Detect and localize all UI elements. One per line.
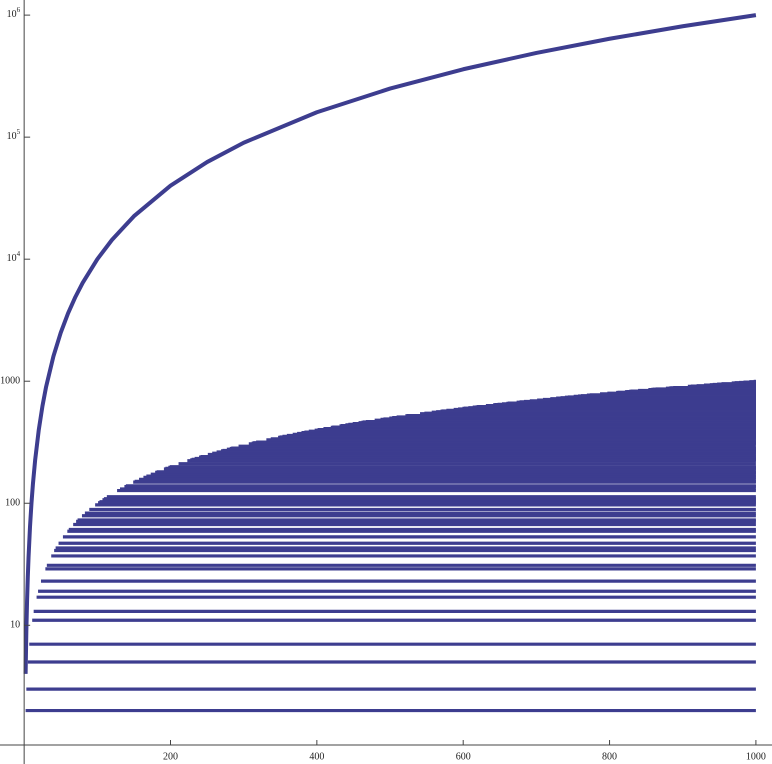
- y-tick-base: 10: [7, 253, 17, 264]
- y-tick-label: 1000: [0, 376, 20, 387]
- curve: [23, 13, 757, 674]
- y-tick-label: 106: [7, 6, 21, 21]
- y-tick-exponent: 4: [17, 250, 21, 258]
- y-tick-base: 10: [7, 9, 17, 20]
- y-tick-label: 104: [7, 250, 21, 265]
- x-tick-label: 200: [163, 751, 178, 762]
- y-tick-label: 100: [5, 498, 20, 509]
- x-tick-label: 1000: [746, 751, 766, 762]
- y-tick-exponent: 5: [17, 128, 21, 136]
- x-tick-label: 600: [456, 751, 471, 762]
- y-tick-label: 105: [7, 128, 21, 143]
- x-tick-label: 800: [602, 751, 617, 762]
- x-tick-label: 400: [309, 751, 324, 762]
- y-tick-base: 10: [7, 131, 17, 142]
- y-tick-exponent: 6: [17, 6, 21, 14]
- y-tick-label: 10: [10, 620, 20, 631]
